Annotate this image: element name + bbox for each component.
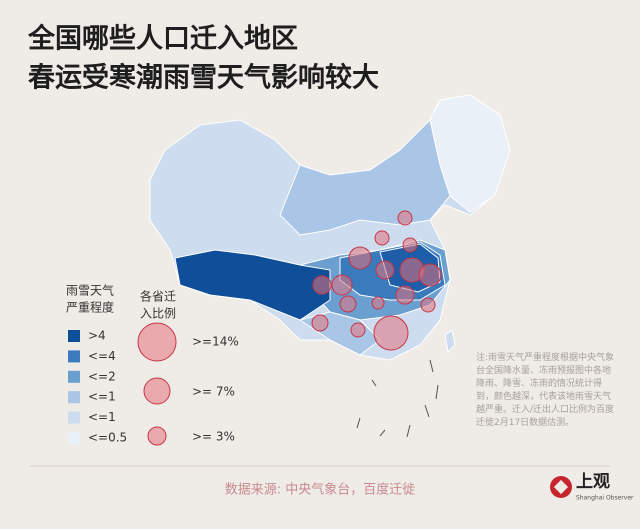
china-map [149,94,511,361]
logo-name: 上观 [576,472,610,492]
legend-swatch [68,330,80,342]
sea-islands [356,359,439,438]
legend-swatch [68,411,80,424]
legend-title: 严重程度 [66,300,114,315]
legend-swatch [68,432,80,444]
legend-label: <=2 [88,369,116,383]
legend-title: 各省迁 [140,289,176,304]
source: 数据来源: 中央气象台，百度迁徙 [225,482,416,498]
legend-label: <=0.5 [88,431,127,445]
legend-bubbles: >=14% >= 7% >= 3% [137,322,239,446]
legend-title: 入比例 [140,307,176,321]
legend-label: >4 [88,329,106,343]
title-line: 全国哪些人口迁入地区 [27,23,298,55]
legend-swatch [68,350,80,363]
migration-bubbles [311,210,442,351]
title-line: 春运受寒潮雨雪天气影响较大 [28,62,379,94]
legend-label: >= 3% [192,430,235,444]
logo: 上观 Shanghai Observer [550,472,634,502]
logo-subtitle: Shanghai Observer [576,495,634,502]
legend-swatch [68,370,80,383]
legend-label: >= 7% [192,385,235,399]
legend-label: >=14% [192,335,239,349]
legend-label: <=1 [88,390,116,404]
note: 注:雨雪天气严重程度根据中央气象台全国降水量、冻雨预报图中各地降雨、降雪、冻雨的… [476,353,615,428]
legend-levels: >4 <=4 <=2 <=1 <=1 <=0.5 [68,329,127,445]
legend-title: 雨雪天气 [66,283,114,298]
legend-swatch [68,391,80,404]
legend-label: <=4 [88,349,116,363]
legend-label: <=1 [88,410,116,424]
